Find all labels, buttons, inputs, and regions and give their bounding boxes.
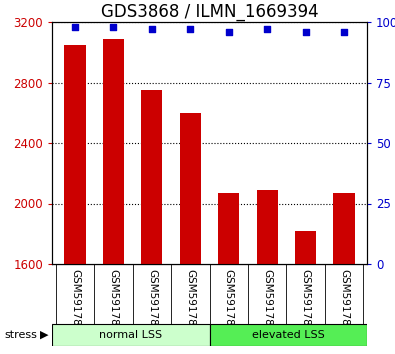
Bar — [295, 231, 316, 264]
Text: GSM591782: GSM591782 — [109, 269, 118, 332]
Bar — [141, 90, 162, 264]
Bar — [257, 190, 278, 264]
Text: elevated LSS: elevated LSS — [252, 330, 325, 340]
Bar — [52, 324, 209, 346]
Text: GSM591786: GSM591786 — [262, 269, 272, 332]
Bar — [333, 193, 355, 264]
Point — [72, 24, 78, 30]
Text: stress: stress — [4, 330, 37, 340]
Point — [303, 29, 309, 34]
Point — [110, 24, 117, 30]
Bar — [64, 45, 86, 264]
Point — [264, 27, 270, 32]
Text: normal LSS: normal LSS — [99, 330, 162, 340]
Text: GSM591787: GSM591787 — [301, 269, 310, 332]
Text: ▶: ▶ — [40, 330, 48, 340]
Text: GSM591785: GSM591785 — [224, 269, 234, 332]
Bar — [180, 113, 201, 264]
Title: GDS3868 / ILMN_1669394: GDS3868 / ILMN_1669394 — [101, 3, 318, 21]
Bar — [103, 39, 124, 264]
Point — [187, 27, 194, 32]
Text: GSM591784: GSM591784 — [185, 269, 195, 332]
Text: GSM591788: GSM591788 — [339, 269, 349, 332]
Text: GSM591783: GSM591783 — [147, 269, 157, 332]
Point — [149, 27, 155, 32]
Bar — [209, 324, 367, 346]
Bar — [218, 193, 239, 264]
Point — [341, 29, 347, 34]
Point — [226, 29, 232, 34]
Text: GSM591781: GSM591781 — [70, 269, 80, 332]
